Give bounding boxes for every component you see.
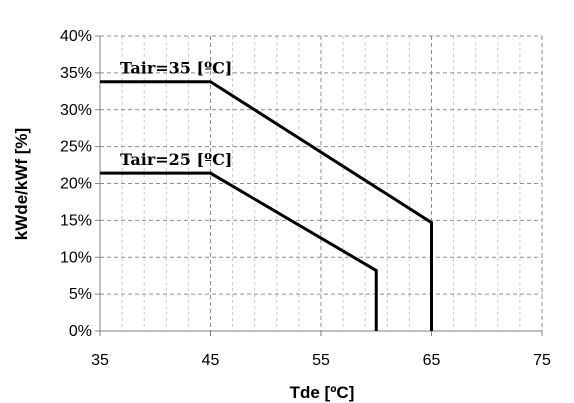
y-tick-label: 40% (60, 28, 92, 45)
series-lines (100, 80, 433, 331)
tick-labels: 0% 5% 10% 15% 20% 25% 30% 35% 40% 35 45 55 65 75 (60, 28, 551, 369)
y-tick-label: 0% (69, 323, 92, 340)
x-tick-label: 65 (423, 352, 441, 369)
series-label-1: Tair=35 [ºC] (120, 59, 232, 78)
x-tick-label: 45 (202, 352, 220, 369)
series-line-1 (100, 80, 433, 331)
x-axis-title: Tde [ºC] (290, 383, 355, 402)
major-gridlines (100, 35, 543, 331)
series-labels: Tair=35 [ºC] Tair=25 [ºC] (120, 59, 232, 169)
x-tick-label: 55 (312, 352, 330, 369)
series-label-2: Tair=25 [ºC] (120, 150, 232, 169)
series-line-2 (100, 171, 378, 331)
x-tick-label: 35 (91, 352, 109, 369)
y-tick-label: 35% (60, 65, 92, 82)
axes (95, 35, 543, 336)
x-tick-label: 75 (533, 352, 551, 369)
y-tick-label: 25% (60, 139, 92, 156)
minor-gridlines (121, 36, 521, 331)
y-tick-label: 30% (60, 102, 92, 119)
y-axis-title: kWde/kWf [%] (12, 128, 31, 240)
y-tick-label: 20% (60, 176, 92, 193)
y-tick-label: 5% (69, 286, 92, 303)
y-tick-label: 10% (60, 249, 92, 266)
y-tick-label: 15% (60, 212, 92, 229)
